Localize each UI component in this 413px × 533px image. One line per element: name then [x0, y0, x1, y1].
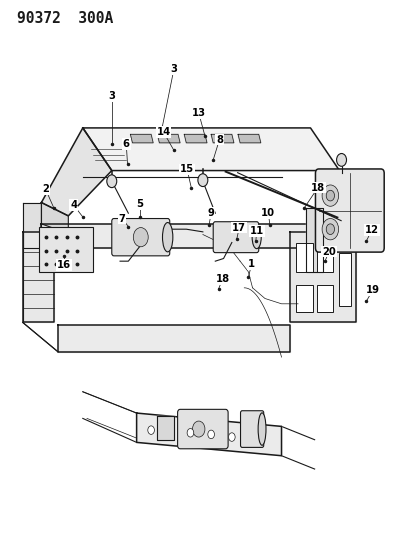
Circle shape [107, 175, 116, 188]
Text: 7: 7 [119, 214, 125, 223]
Polygon shape [130, 134, 153, 143]
Circle shape [228, 433, 235, 441]
Circle shape [197, 174, 207, 187]
Circle shape [336, 154, 346, 166]
Circle shape [192, 421, 204, 437]
Text: 18: 18 [215, 274, 229, 284]
Text: 11: 11 [249, 226, 263, 236]
FancyBboxPatch shape [213, 222, 258, 253]
Text: 12: 12 [364, 225, 378, 235]
Polygon shape [41, 224, 359, 248]
Text: 3: 3 [108, 91, 115, 101]
Text: 5: 5 [136, 199, 143, 209]
Ellipse shape [162, 222, 173, 252]
FancyBboxPatch shape [112, 219, 169, 256]
Circle shape [321, 185, 338, 206]
Ellipse shape [252, 226, 261, 248]
Polygon shape [23, 232, 54, 322]
Text: 1: 1 [247, 259, 255, 269]
Text: 6: 6 [123, 139, 129, 149]
Circle shape [147, 426, 154, 434]
Text: 17: 17 [232, 223, 246, 232]
Text: 9: 9 [207, 208, 214, 218]
Polygon shape [306, 208, 322, 272]
Bar [39, 227, 93, 272]
Ellipse shape [257, 413, 265, 445]
Circle shape [321, 219, 338, 240]
Bar [295, 243, 312, 272]
Text: 13: 13 [191, 108, 205, 118]
Text: 20: 20 [321, 247, 335, 256]
FancyBboxPatch shape [177, 409, 228, 449]
Polygon shape [58, 325, 289, 352]
Polygon shape [184, 134, 206, 143]
Circle shape [133, 228, 148, 247]
Text: 4: 4 [70, 200, 77, 210]
FancyBboxPatch shape [315, 169, 383, 252]
Bar [339, 253, 350, 306]
Circle shape [207, 430, 214, 439]
Text: 19: 19 [365, 286, 379, 295]
FancyBboxPatch shape [240, 411, 263, 447]
Text: 15: 15 [180, 165, 194, 174]
Polygon shape [136, 413, 281, 456]
Polygon shape [289, 232, 355, 322]
Text: 16: 16 [57, 260, 71, 270]
Circle shape [325, 224, 334, 235]
Polygon shape [41, 203, 68, 233]
Text: 14: 14 [156, 127, 170, 137]
Text: 3: 3 [170, 64, 177, 74]
Polygon shape [157, 416, 173, 440]
Text: 2: 2 [42, 184, 49, 194]
Circle shape [187, 429, 193, 437]
Polygon shape [237, 134, 260, 143]
Bar [295, 285, 312, 312]
Text: 18: 18 [310, 183, 324, 192]
Polygon shape [23, 203, 41, 248]
Polygon shape [211, 134, 233, 143]
Polygon shape [157, 134, 180, 143]
Bar [316, 243, 332, 272]
Text: 10: 10 [261, 208, 275, 218]
Polygon shape [83, 128, 339, 171]
Circle shape [325, 190, 334, 201]
Polygon shape [41, 128, 112, 216]
Text: 8: 8 [216, 135, 222, 144]
Text: 90372  300A: 90372 300A [17, 11, 112, 26]
Bar [316, 285, 332, 312]
